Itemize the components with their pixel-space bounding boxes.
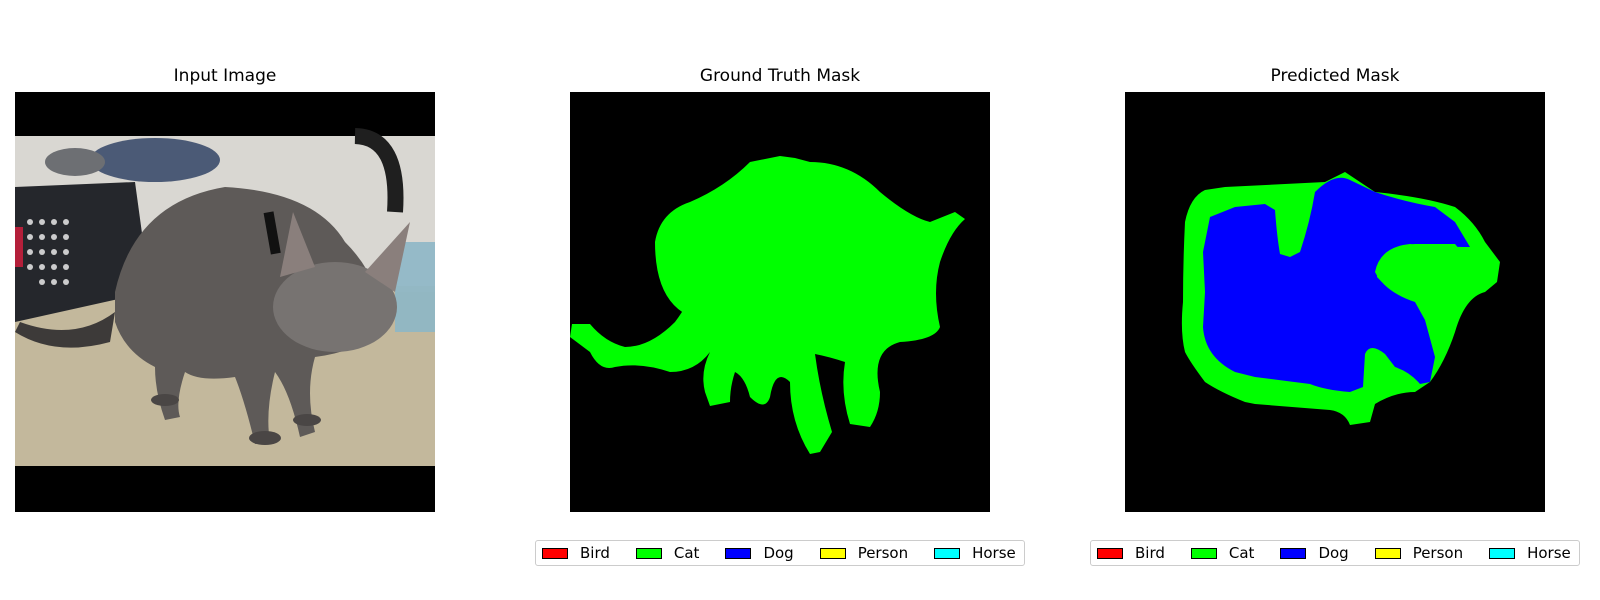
ground-truth-legend: Bird Cat Dog Person Horse — [535, 540, 1025, 566]
legend-item-cat: Cat — [635, 544, 700, 562]
horse-swatch — [1489, 547, 1516, 559]
legend-item-person: Person — [1374, 544, 1464, 562]
input-image-title: Input Image — [173, 66, 277, 86]
predicted-legend: Bird Cat Dog Person Horse — [1090, 540, 1580, 566]
legend-label-bird: Bird — [1135, 544, 1165, 562]
legend-item-person: Person — [819, 544, 909, 562]
ground-truth-mask-panel — [570, 92, 990, 512]
predicted-mask-panel — [1125, 92, 1545, 512]
bird-swatch — [542, 547, 568, 559]
predicted-mask-image — [1125, 92, 1545, 512]
cat-swatch — [1190, 547, 1217, 559]
predicted-mask-title: Predicted Mask — [1270, 66, 1400, 86]
legend-label-dog: Dog — [763, 544, 794, 562]
legend-item-bird: Bird — [542, 544, 610, 562]
legend-label-cat: Cat — [1228, 544, 1255, 562]
ground-truth-mask-title: Ground Truth Mask — [699, 66, 861, 86]
cat-swatch — [635, 547, 662, 559]
person-swatch — [1374, 547, 1401, 559]
legend-item-horse: Horse — [934, 544, 1016, 562]
legend-item-bird: Bird — [1097, 544, 1165, 562]
input-image-panel — [15, 92, 435, 512]
legend-item-dog: Dog — [725, 544, 794, 562]
dog-swatch — [1280, 547, 1307, 559]
legend-label-horse: Horse — [1527, 544, 1571, 562]
predicted-dog-region — [1203, 177, 1470, 392]
ground-truth-mask-image — [570, 92, 990, 512]
legend-label-dog: Dog — [1318, 544, 1349, 562]
legend-label-person: Person — [857, 544, 909, 562]
bird-swatch — [1097, 547, 1123, 559]
dog-swatch — [725, 547, 752, 559]
legend-item-cat: Cat — [1190, 544, 1255, 562]
cat-mask-region — [570, 156, 965, 454]
legend-label-cat: Cat — [673, 544, 700, 562]
legend-label-bird: Bird — [580, 544, 610, 562]
horse-swatch — [934, 547, 961, 559]
input-image-photo — [15, 92, 435, 512]
legend-label-person: Person — [1412, 544, 1464, 562]
legend-item-dog: Dog — [1280, 544, 1349, 562]
legend-label-horse: Horse — [972, 544, 1016, 562]
legend-item-horse: Horse — [1489, 544, 1571, 562]
person-swatch — [819, 547, 846, 559]
